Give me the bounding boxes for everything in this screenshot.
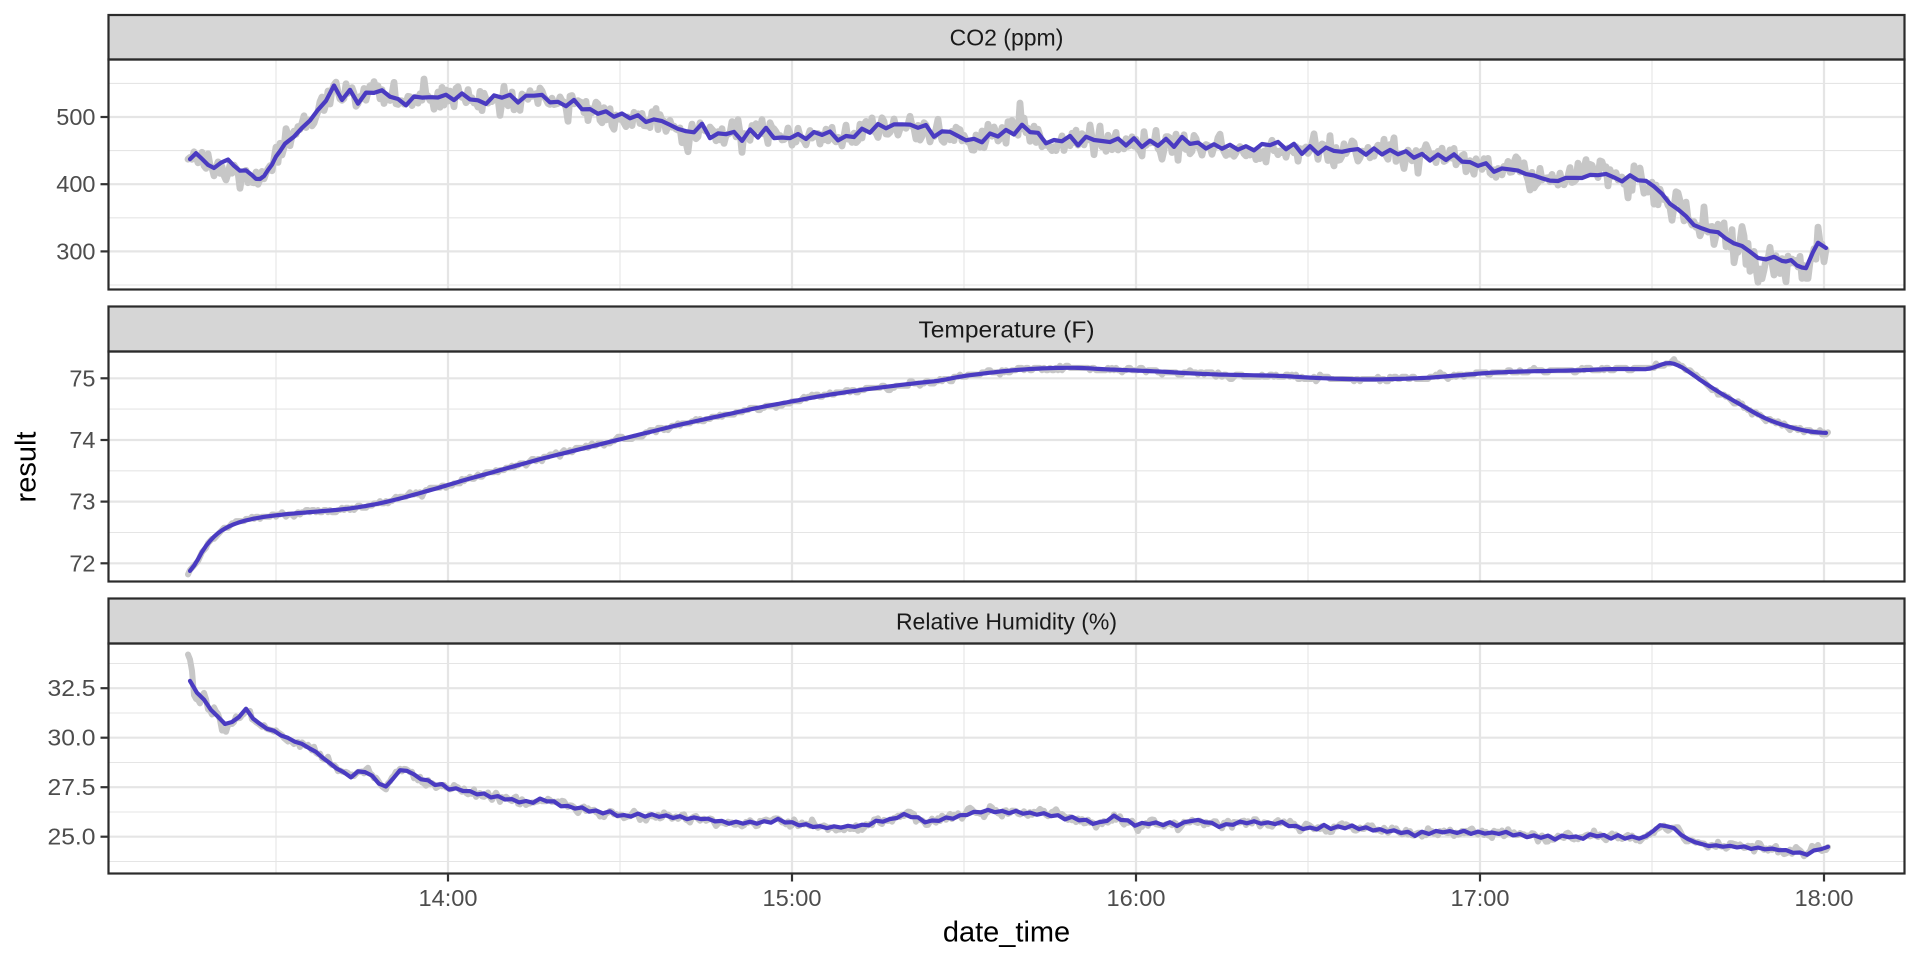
- svg-text:result: result: [11, 432, 43, 503]
- svg-text:Relative Humidity (%): Relative Humidity (%): [896, 608, 1117, 634]
- svg-text:17:00: 17:00: [1451, 885, 1510, 911]
- svg-text:500: 500: [56, 104, 95, 130]
- svg-text:300: 300: [56, 238, 95, 264]
- svg-text:14:00: 14:00: [419, 885, 478, 911]
- svg-text:74: 74: [69, 427, 95, 453]
- svg-text:CO2 (ppm): CO2 (ppm): [950, 25, 1064, 51]
- svg-text:15:00: 15:00: [763, 885, 822, 911]
- svg-text:72: 72: [69, 550, 95, 576]
- svg-text:75: 75: [69, 365, 95, 391]
- svg-text:30.0: 30.0: [48, 725, 96, 751]
- svg-text:73: 73: [69, 489, 95, 515]
- svg-text:18:00: 18:00: [1795, 885, 1854, 911]
- svg-text:27.5: 27.5: [48, 774, 96, 800]
- svg-text:32.5: 32.5: [48, 675, 96, 701]
- svg-text:25.0: 25.0: [48, 824, 96, 850]
- svg-text:400: 400: [56, 171, 95, 197]
- svg-text:Temperature (F): Temperature (F): [919, 316, 1095, 342]
- svg-text:date_time: date_time: [943, 917, 1070, 949]
- svg-text:16:00: 16:00: [1107, 885, 1166, 911]
